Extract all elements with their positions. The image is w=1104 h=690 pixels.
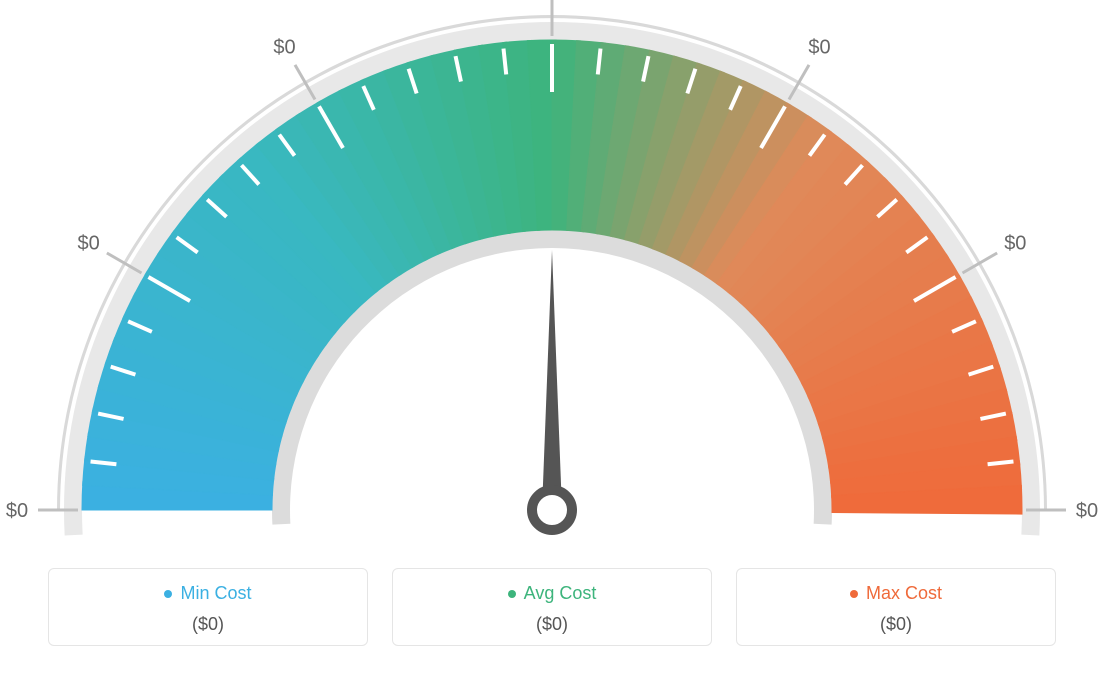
- legend-row: Min Cost ($0) Avg Cost ($0) Max Cost ($0…: [0, 568, 1104, 646]
- gauge-needle: [542, 250, 562, 510]
- legend-title-max: Max Cost: [850, 583, 942, 604]
- dot-icon: [850, 590, 858, 598]
- gauge-svg: $0$0$0$0$0$0$0: [0, 0, 1104, 560]
- legend-value-max: ($0): [747, 614, 1045, 635]
- legend-value-avg: ($0): [403, 614, 701, 635]
- dot-icon: [508, 590, 516, 598]
- gauge-tick-label: $0: [808, 37, 830, 59]
- legend-card-avg: Avg Cost ($0): [392, 568, 712, 646]
- gauge-tick-label: $0: [78, 233, 100, 255]
- legend-label: Avg Cost: [524, 583, 597, 604]
- legend-label: Min Cost: [180, 583, 251, 604]
- cost-gauge: $0$0$0$0$0$0$0: [0, 0, 1104, 560]
- gauge-tick-label: $0: [6, 500, 28, 522]
- legend-card-min: Min Cost ($0): [48, 568, 368, 646]
- gauge-tick-label: $0: [1076, 500, 1098, 522]
- legend-title-min: Min Cost: [164, 583, 251, 604]
- dot-icon: [164, 590, 172, 598]
- legend-label: Max Cost: [866, 583, 942, 604]
- gauge-hub: [532, 490, 572, 530]
- legend-value-min: ($0): [59, 614, 357, 635]
- legend-card-max: Max Cost ($0): [736, 568, 1056, 646]
- legend-title-avg: Avg Cost: [508, 583, 597, 604]
- gauge-tick-label: $0: [273, 37, 295, 59]
- gauge-tick-label: $0: [1004, 233, 1026, 255]
